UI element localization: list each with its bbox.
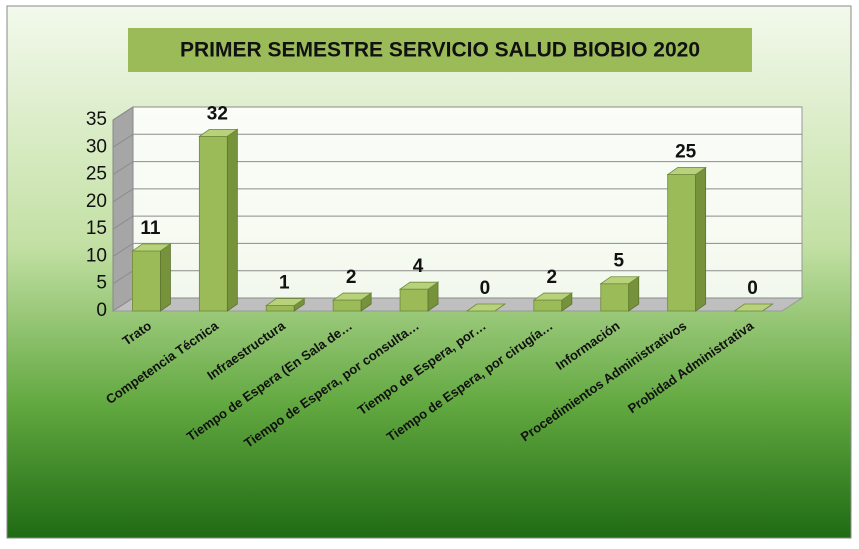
data-label: 2 <box>346 267 357 288</box>
data-label: 32 <box>207 103 228 124</box>
data-label: 25 <box>675 142 697 163</box>
bar <box>600 283 630 312</box>
data-label: 0 <box>747 278 758 299</box>
grid-line <box>112 215 802 230</box>
data-label: 0 <box>480 278 491 299</box>
bar <box>265 305 295 312</box>
bar <box>399 288 429 312</box>
bar <box>332 299 362 312</box>
y-tick-label: 20 <box>86 191 107 212</box>
bar-side <box>226 128 238 312</box>
grid-line <box>112 242 802 257</box>
bar <box>198 135 228 312</box>
bar-top <box>599 276 641 285</box>
data-label: 11 <box>140 218 161 239</box>
data-label: 4 <box>413 256 424 277</box>
bar <box>132 250 161 312</box>
chart-title: PRIMER SEMESTRE SERVICIO SALUD BIOBIO 20… <box>180 39 700 62</box>
bar <box>533 299 563 312</box>
bar-top <box>331 292 373 301</box>
y-tick-label: 10 <box>86 245 107 266</box>
grid-line <box>112 161 802 175</box>
bar-top <box>264 298 306 306</box>
bar-top <box>131 243 172 252</box>
title-box <box>128 28 752 72</box>
bar-top <box>666 167 707 175</box>
bar-side <box>160 243 171 312</box>
y-tick-label: 30 <box>86 136 107 157</box>
y-tick-label: 35 <box>86 109 107 130</box>
side-wall <box>112 106 134 312</box>
bar-top <box>465 303 507 312</box>
bar-top <box>733 303 774 312</box>
data-label: 2 <box>547 267 558 288</box>
grid-line <box>112 106 802 121</box>
y-tick-label: 15 <box>86 218 107 239</box>
grid-line <box>112 188 802 203</box>
y-tick-label: 0 <box>96 300 107 321</box>
bar-side <box>695 166 707 312</box>
data-label: 5 <box>613 251 624 272</box>
bar <box>667 174 697 312</box>
y-tick-label: 25 <box>86 164 107 185</box>
data-label: 1 <box>279 273 290 294</box>
y-tick-label: 5 <box>96 273 107 294</box>
grid-line <box>112 133 802 148</box>
bar-top <box>198 128 239 137</box>
bar-top <box>532 292 574 301</box>
bar-top <box>398 281 440 290</box>
